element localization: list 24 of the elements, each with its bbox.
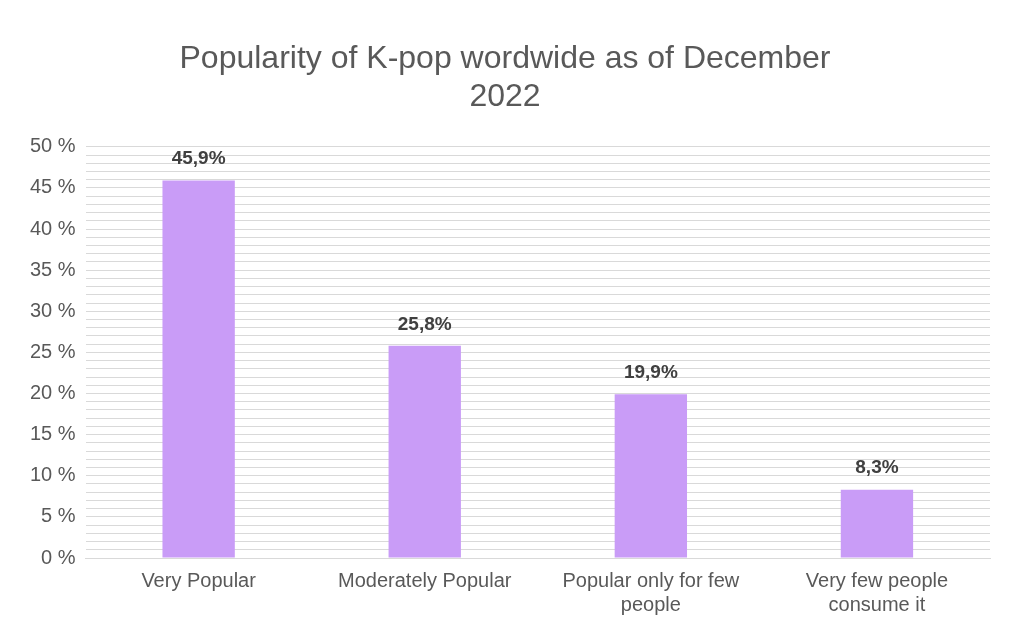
y-tick-label: 5 %	[41, 504, 76, 527]
y-tick-label: 40 %	[29, 216, 76, 239]
bar	[162, 180, 235, 558]
chart-title: Popularity of K-pop wordwide as of December 2022	[179, 39, 831, 114]
data-label: 25,8%	[397, 312, 452, 334]
y-tick-label: 15 %	[29, 422, 76, 445]
y-tick-label: 50 %	[29, 134, 76, 157]
bar	[388, 345, 461, 558]
x-tick-label: Very few people consume it	[805, 568, 949, 615]
y-tick-label: 10 %	[29, 463, 76, 486]
y-tick-label: 35 %	[29, 257, 76, 280]
data-label: 8,3%	[855, 456, 899, 478]
x-tick-label: Popular only for few people	[562, 568, 740, 615]
bar	[840, 489, 914, 558]
y-tick-label: 0 %	[41, 545, 76, 568]
data-label: 45,9%	[171, 147, 226, 169]
bar	[614, 394, 688, 558]
x-tick-label: Moderately Popular	[338, 568, 512, 591]
x-tick-label: Very Popular	[141, 568, 257, 591]
y-tick-label: 30 %	[29, 298, 76, 321]
y-tick-label: 20 %	[29, 381, 76, 404]
y-tick-label: 25 %	[29, 339, 76, 362]
y-tick-label: 45 %	[29, 175, 76, 198]
data-label: 19,9%	[623, 361, 678, 383]
